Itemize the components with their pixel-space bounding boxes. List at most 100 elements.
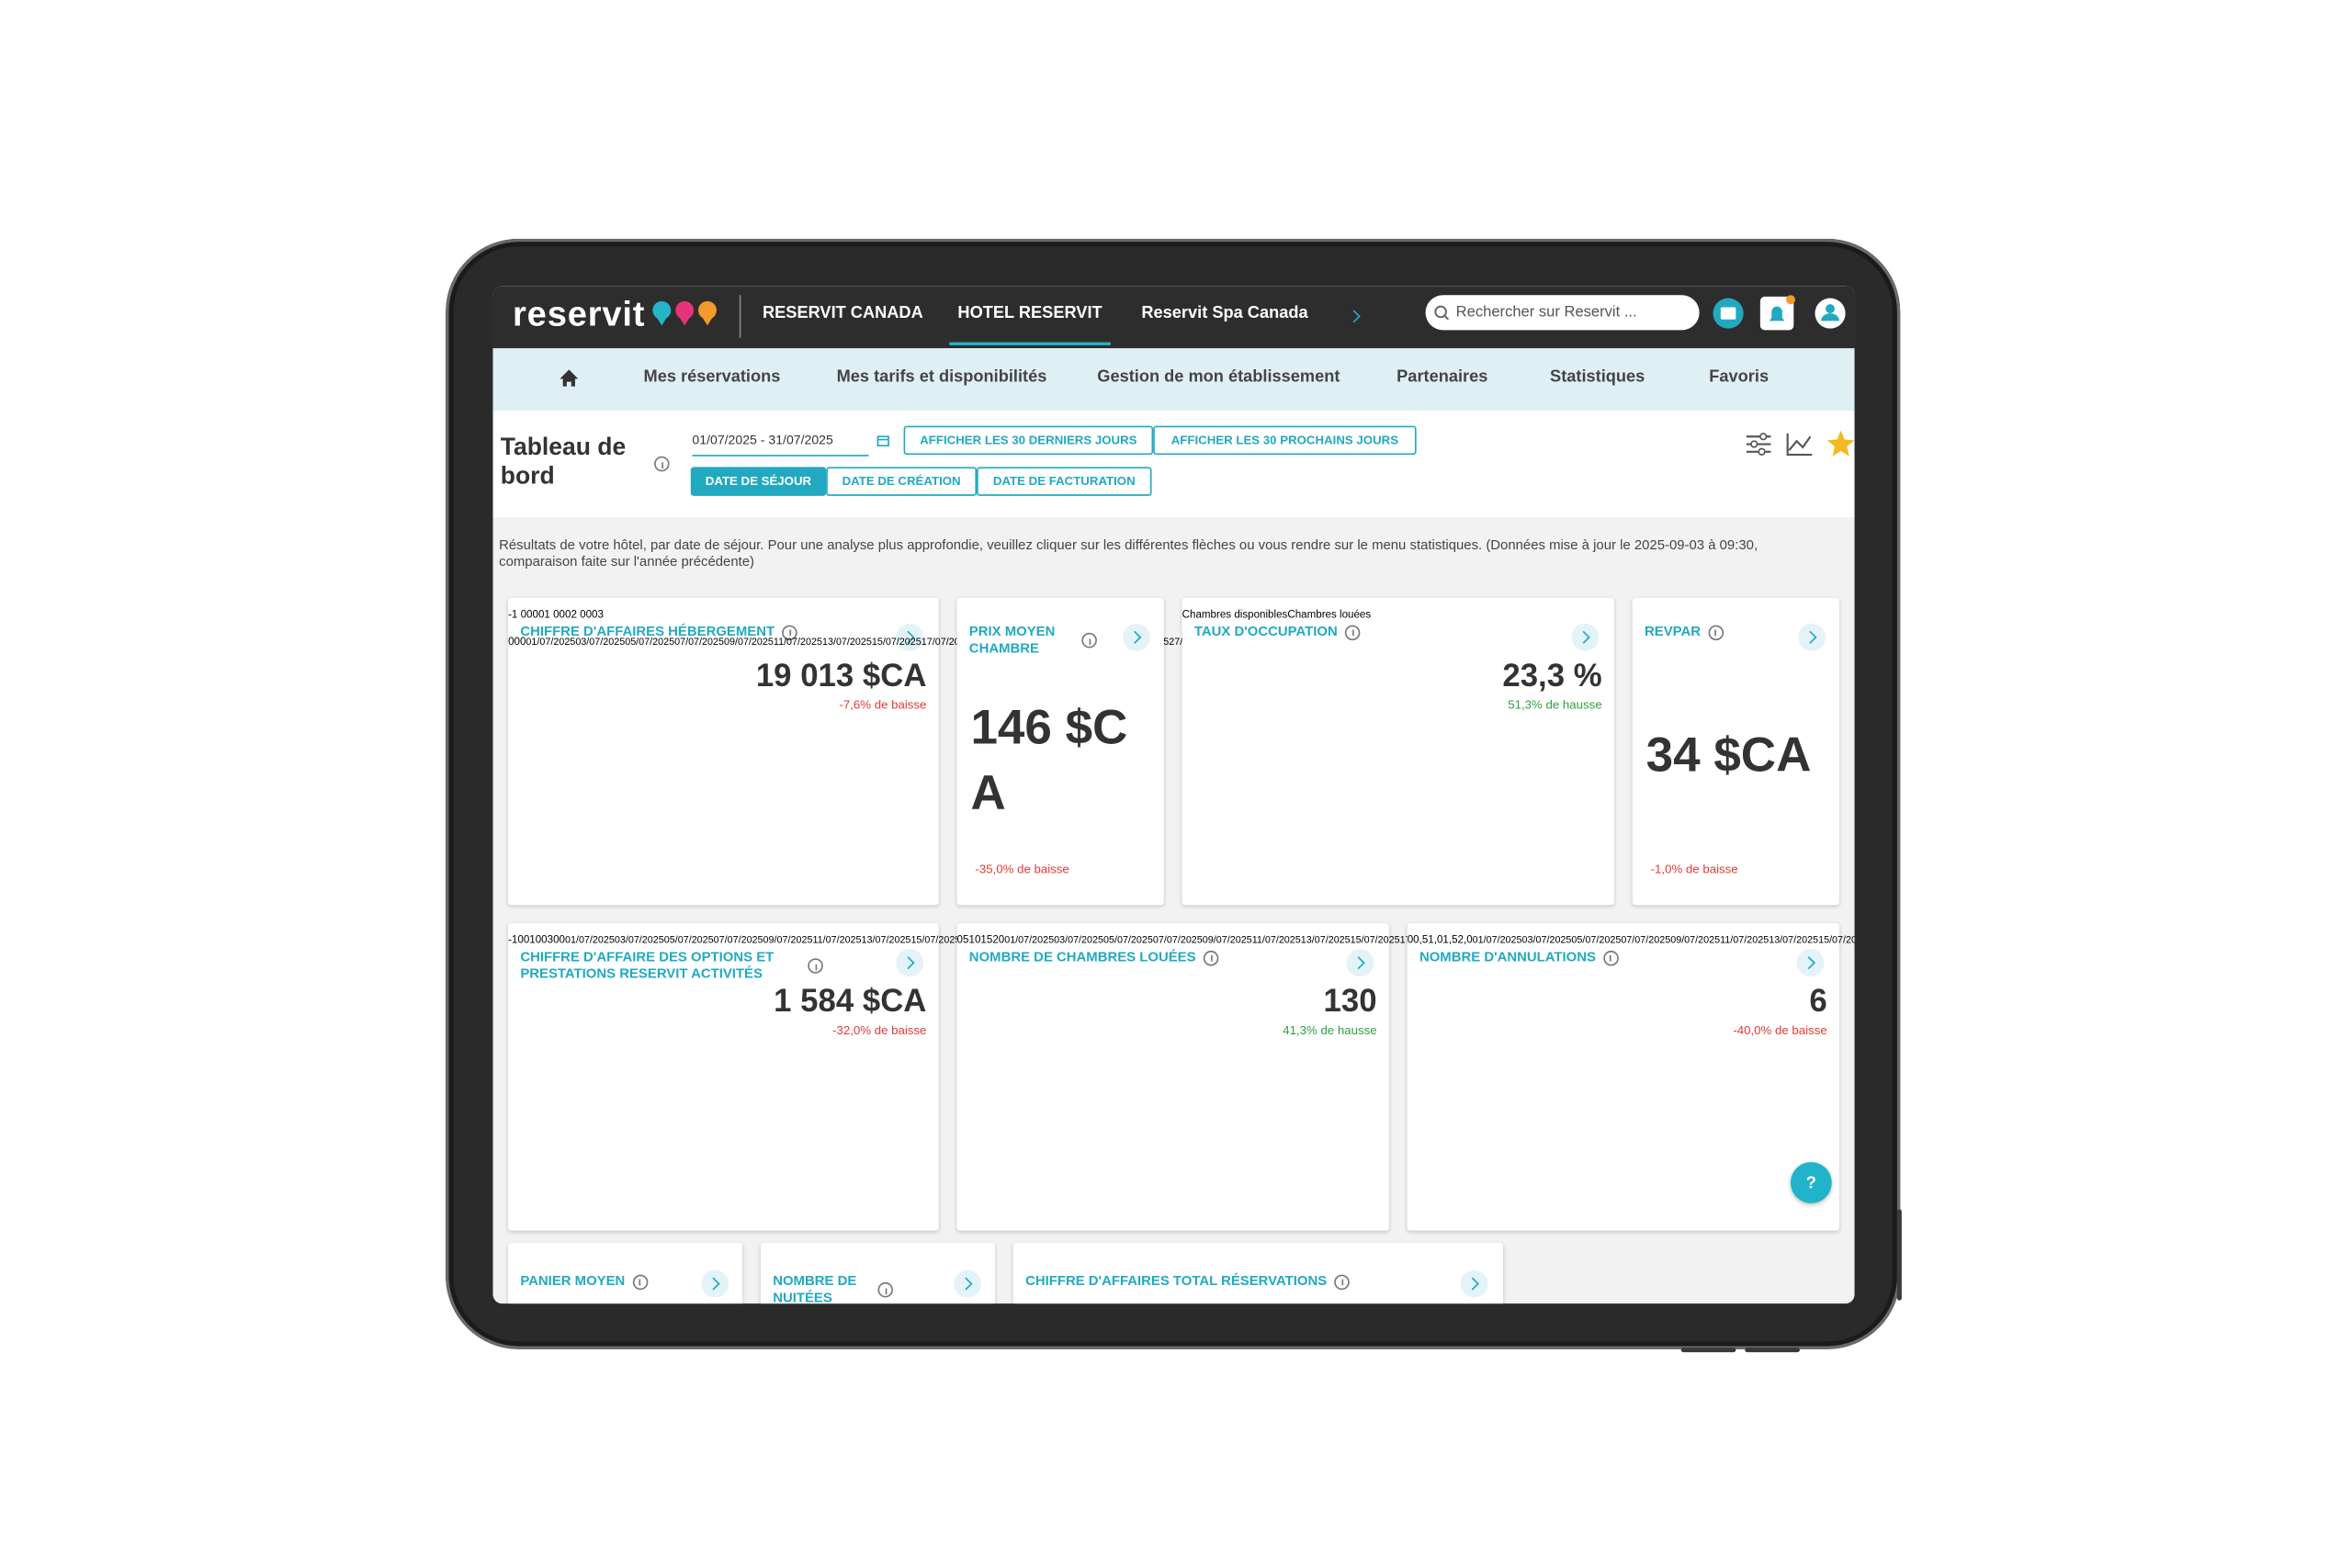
details-button[interactable]: [1123, 623, 1150, 651]
screen: reservit Rechercher sur Reservit ... RES…: [492, 286, 1855, 1304]
nav-tab[interactable]: RESERVIT CANADA: [762, 304, 923, 323]
menu-item[interactable]: Gestion de mon établissement: [1097, 367, 1340, 387]
date-type-button[interactable]: DATE DE FACTURATION: [977, 467, 1152, 496]
details-button[interactable]: [1460, 1269, 1488, 1298]
info-icon[interactable]: [1603, 950, 1619, 965]
range-button[interactable]: AFFICHER LES 30 PROCHAINS JOURS: [1153, 425, 1417, 456]
x-tick-label: 15/07/2025: [1350, 935, 1400, 946]
card-title: NOMBRE DE CHAMBRES LOUÉES: [968, 949, 1196, 964]
card-title-row: TAUX D'OCCUPATION: [1194, 624, 1361, 640]
card-title: CHIFFRE D'AFFAIRES HÉBERGEMENT: [520, 623, 775, 639]
help-button[interactable]: ?: [1790, 1162, 1832, 1203]
kpi-value: 130: [1323, 984, 1377, 1020]
menu-item[interactable]: Favoris: [1709, 367, 1770, 387]
menu-item[interactable]: Partenaires: [1396, 367, 1488, 387]
header-tools[interactable]: [1744, 429, 1855, 462]
date-type-button[interactable]: DATE DE CRÉATION: [826, 467, 978, 496]
kpi-change-text: -35,0% de baisse: [975, 862, 1069, 876]
details-button[interactable]: [701, 1269, 729, 1298]
x-tick-label: 15/07/2025: [1818, 935, 1854, 946]
kpi-value: 146 $CA: [970, 699, 1128, 820]
card-title-row: CHIFFRE D'AFFAIRE DES OPTIONS ET PRESTAT…: [520, 949, 823, 982]
info-icon[interactable]: [632, 1273, 649, 1290]
menu-item[interactable]: Mes tarifs et disponibilités: [836, 367, 1047, 387]
details-button[interactable]: [954, 1269, 982, 1298]
y-tick-label: 0: [537, 610, 545, 621]
kpi-change-text: -32,0% de baisse: [832, 1023, 927, 1038]
description: Résultats de votre hôtel, par date de sé…: [499, 536, 1758, 570]
info-icon[interactable]: [877, 1281, 894, 1298]
menu-item[interactable]: Mes réservations: [643, 367, 781, 387]
x-tick-label: 13/07/2025: [861, 935, 911, 946]
bottom-button: [1745, 1348, 1800, 1353]
card-title: REVPAR: [1645, 623, 1702, 639]
details-button[interactable]: [1796, 949, 1825, 977]
y-tick-label: 1,0: [1428, 935, 1443, 946]
info-icon[interactable]: [1081, 632, 1097, 649]
y-tick-label: 15: [980, 935, 993, 946]
kpi-change: -32,0% de baisse: [828, 1023, 926, 1037]
y-tick-label: 1 000: [544, 610, 571, 621]
active-tab-underline: [949, 342, 1111, 345]
tabs-next[interactable]: [1341, 303, 1369, 331]
card-title: NOMBRE DE NUITÉES: [773, 1272, 857, 1304]
page-title: Tableau de bord: [500, 434, 627, 491]
side-button: [1896, 1209, 1902, 1301]
kpi-change-text: -1,0% de baisse: [1650, 862, 1738, 876]
x-tick-label: 11/07/2025: [1251, 935, 1301, 946]
nav-tab[interactable]: HOTEL RESERVIT: [957, 304, 1102, 323]
search-box[interactable]: Rechercher sur Reservit ...: [1425, 295, 1700, 331]
info-icon[interactable]: [654, 456, 670, 472]
kpi-card: CHIFFRE D'AFFAIRES HÉBERGEMENT 19 013 $CA…: [508, 597, 1317, 906]
x-tick-label: 15/07/2025: [910, 935, 961, 946]
kpi-change: -40,0% de baisse: [1728, 1023, 1826, 1037]
x-tick-label: 13/07/2025: [1769, 935, 1819, 946]
info-icon[interactable]: [782, 624, 797, 640]
logo: reservit: [513, 293, 646, 333]
y-tick-label: 0: [956, 935, 964, 946]
y-tick-label: 5: [963, 935, 969, 946]
x-tick-label: 03/07/2025: [1054, 935, 1104, 946]
details-button[interactable]: [1346, 949, 1374, 977]
legend-label: Chambres louées: [1287, 610, 1372, 621]
calendar-icon[interactable]: [876, 434, 890, 447]
info-icon[interactable]: [1203, 950, 1219, 965]
details-button[interactable]: [896, 623, 924, 651]
kpi-card: NOMBRE DE CHAMBRES LOUÉES 130 41,3% de hau…: [956, 923, 1796, 1231]
kpi-value: 1 584 $CA: [774, 984, 927, 1020]
kpi-change: -7,6% de baisse: [834, 698, 926, 712]
info-icon[interactable]: [808, 958, 823, 974]
card-title-row: CHIFFRE D'AFFAIRES HÉBERGEMENT: [520, 624, 797, 640]
info-icon[interactable]: [1334, 1273, 1351, 1290]
card-title: PRIX MOYEN CHAMBRE: [968, 623, 1056, 656]
menu-item[interactable]: Statistiques: [1550, 367, 1645, 387]
info-icon[interactable]: [1345, 624, 1361, 640]
x-tick-label: 11/07/2025: [812, 935, 862, 946]
kpi-change: 51,3% de hausse: [1503, 698, 1601, 712]
card-title: CHIFFRE D'AFFAIRE DES OPTIONS ET PRESTAT…: [520, 949, 775, 982]
details-button[interactable]: [1798, 623, 1826, 651]
kpi-change: -1,0% de baisse: [1646, 863, 1738, 876]
nav-tab[interactable]: Reservit Spa Canada: [1141, 304, 1308, 323]
header: Tableau de bord 01/07/2025 - 31/07/2025 …: [492, 411, 1855, 518]
kpi-change: 41,3% de hausse: [1278, 1023, 1376, 1037]
x-tick-label: 09/07/2025: [1202, 935, 1252, 946]
x-tick-label: 07/07/2025: [713, 935, 763, 946]
card-title-row: NOMBRE DE NUITÉES: [773, 1272, 894, 1304]
card-title-row: CHIFFRE D'AFFAIRES TOTAL RÉSERVATIONS: [1025, 1273, 1351, 1290]
card-title-row: REVPAR: [1645, 624, 1724, 640]
range-button[interactable]: AFFICHER LES 30 DERNIERS JOURS: [903, 425, 1154, 456]
top-icons: [1713, 295, 1846, 331]
x-tick-label: 01/07/2025: [1004, 935, 1055, 946]
kpi-card: CHIFFRE D'AFFAIRES TOTAL RÉSERVATIONS: [1012, 1242, 1504, 1304]
x-tick-label: 01/07/2025: [1472, 935, 1522, 946]
divider: [739, 295, 741, 338]
home-icon[interactable]: [559, 368, 580, 389]
details-button[interactable]: [1571, 623, 1600, 651]
date-type-button[interactable]: DATE DE SÉJOUR: [690, 467, 827, 496]
details-button[interactable]: [896, 949, 924, 977]
date-range-input[interactable]: 01/07/2025 - 31/07/2025: [692, 432, 869, 457]
kpi-change-text: 41,3% de hausse: [1283, 1023, 1377, 1038]
info-icon[interactable]: [1708, 624, 1724, 640]
